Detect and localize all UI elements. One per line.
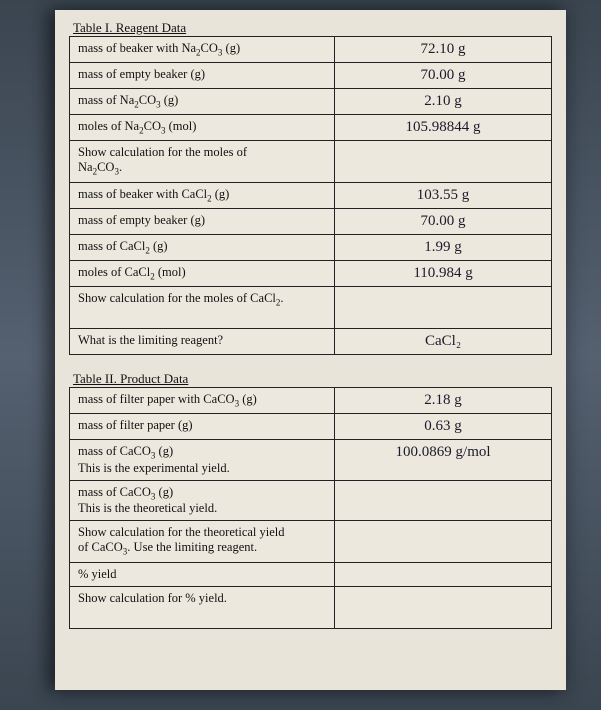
- table1-title: Table I. Reagent Data: [73, 20, 552, 36]
- row-value: 72.10 g: [335, 37, 552, 63]
- row-value: 110.984 g: [335, 261, 552, 287]
- row-value: CaCl₂: [335, 329, 552, 355]
- row-label: mass of beaker with Na2CO3 (g): [70, 37, 335, 63]
- table-row: mass of CaCO3 (g)This is the experimenta…: [70, 440, 552, 481]
- row-label: mass of filter paper (g): [70, 414, 335, 440]
- row-label: Show calculation for the moles of CaCl2.: [70, 287, 335, 329]
- row-value: [335, 521, 552, 563]
- table-row: mass of CaCO3 (g)This is the theoretical…: [70, 480, 552, 521]
- row-label: mass of filter paper with CaCO3 (g): [70, 388, 335, 414]
- row-label: moles of Na2CO3 (mol): [70, 115, 335, 141]
- row-label: mass of empty beaker (g): [70, 209, 335, 235]
- row-label: moles of CaCl2 (mol): [70, 261, 335, 287]
- table-row: Show calculation for the moles of CaCl2.: [70, 287, 552, 329]
- row-value: 1.99 g: [335, 235, 552, 261]
- table2-title: Table II. Product Data: [73, 371, 552, 387]
- product-data-table: mass of filter paper with CaCO3 (g) 2.18…: [69, 387, 552, 629]
- row-value: 0.63 g: [335, 414, 552, 440]
- table-row: Show calculation for the theoretical yie…: [70, 521, 552, 563]
- table-row: mass of empty beaker (g) 70.00 g: [70, 63, 552, 89]
- table-row: mass of filter paper with CaCO3 (g) 2.18…: [70, 388, 552, 414]
- row-label: % yield: [70, 563, 335, 587]
- table-row: mass of filter paper (g) 0.63 g: [70, 414, 552, 440]
- table-row: Show calculation for % yield.: [70, 587, 552, 629]
- table-row: What is the limiting reagent? CaCl₂: [70, 329, 552, 355]
- table-row: Show calculation for the moles ofNa2CO3.: [70, 141, 552, 183]
- table-row: mass of beaker with CaCl2 (g) 103.55 g: [70, 183, 552, 209]
- row-label: Show calculation for the moles ofNa2CO3.: [70, 141, 335, 183]
- row-value: 100.0869 g/mol: [335, 440, 552, 481]
- table-row: mass of beaker with Na2CO3 (g) 72.10 g: [70, 37, 552, 63]
- table-row: mass of CaCl2 (g) 1.99 g: [70, 235, 552, 261]
- table-row: moles of Na2CO3 (mol) 105.98844 g: [70, 115, 552, 141]
- row-label: mass of CaCO3 (g)This is the theoretical…: [70, 480, 335, 521]
- row-label: mass of empty beaker (g): [70, 63, 335, 89]
- row-label: What is the limiting reagent?: [70, 329, 335, 355]
- row-label: mass of CaCl2 (g): [70, 235, 335, 261]
- row-value: [335, 141, 552, 183]
- row-value: [335, 480, 552, 521]
- row-value: 2.18 g: [335, 388, 552, 414]
- row-label: mass of beaker with CaCl2 (g): [70, 183, 335, 209]
- row-label: mass of CaCO3 (g)This is the experimenta…: [70, 440, 335, 481]
- row-value: 70.00 g: [335, 209, 552, 235]
- row-value: [335, 587, 552, 629]
- row-value: 103.55 g: [335, 183, 552, 209]
- row-value: 105.98844 g: [335, 115, 552, 141]
- worksheet-paper: Table I. Reagent Data mass of beaker wit…: [55, 10, 566, 690]
- table-row: mass of Na2CO3 (g) 2.10 g: [70, 89, 552, 115]
- table-row: moles of CaCl2 (mol) 110.984 g: [70, 261, 552, 287]
- row-value: 2.10 g: [335, 89, 552, 115]
- row-label: Show calculation for % yield.: [70, 587, 335, 629]
- row-label: Show calculation for the theoretical yie…: [70, 521, 335, 563]
- row-value: 70.00 g: [335, 63, 552, 89]
- table-row: % yield: [70, 563, 552, 587]
- reagent-data-table: mass of beaker with Na2CO3 (g) 72.10 g m…: [69, 36, 552, 355]
- row-value: [335, 563, 552, 587]
- table-row: mass of empty beaker (g) 70.00 g: [70, 209, 552, 235]
- row-value: [335, 287, 552, 329]
- row-label: mass of Na2CO3 (g): [70, 89, 335, 115]
